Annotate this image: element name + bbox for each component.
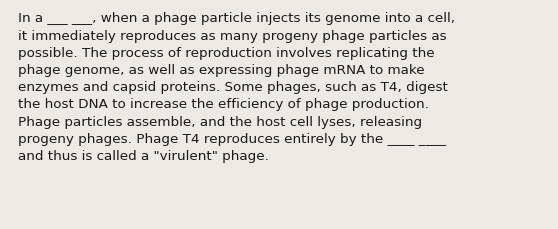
Text: In a ___ ___, when a phage particle injects its genome into a cell,
it immediate: In a ___ ___, when a phage particle inje… — [18, 12, 455, 162]
